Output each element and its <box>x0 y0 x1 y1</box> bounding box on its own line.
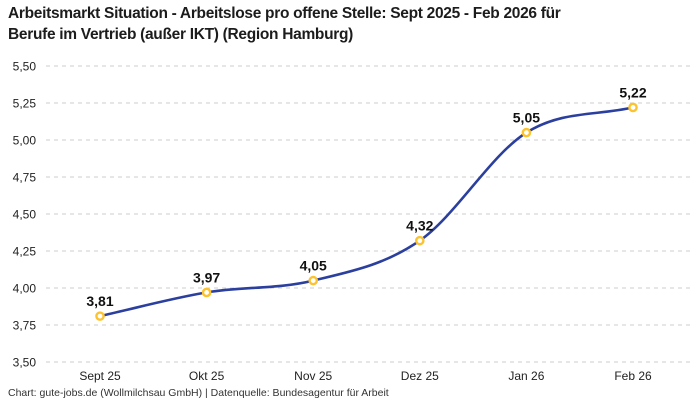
chart-title-line1: Arbeitsmarkt Situation - Arbeitslose pro… <box>8 5 561 22</box>
x-axis-tick-label: Dez 25 <box>401 369 439 383</box>
x-axis-tick-label: Feb 26 <box>614 369 652 383</box>
data-point-marker <box>521 127 532 138</box>
chart-title: Arbeitsmarkt Situation - Arbeitslose pro… <box>8 3 680 45</box>
y-axis-tick-label: 3,50 <box>13 356 37 370</box>
y-axis-tick-label: 5,25 <box>13 97 37 111</box>
data-point-marker <box>414 235 425 246</box>
data-point-marker <box>308 275 319 286</box>
chart-title-line2: Berufe im Vertrieb (außer IKT) (Region H… <box>8 26 354 43</box>
data-point-label: 3,81 <box>86 293 113 309</box>
x-axis-tick-label: Sept 25 <box>79 369 121 383</box>
y-axis-tick-label: 4,25 <box>13 245 37 259</box>
y-axis-tick-label: 4,00 <box>13 282 37 296</box>
data-point-label: 5,05 <box>513 110 540 126</box>
chart-credit: Chart: gute-jobs.de (Wollmilchsau GmbH) … <box>8 387 389 399</box>
y-axis-tick-label: 5,00 <box>13 134 37 148</box>
data-point-marker <box>201 287 212 298</box>
y-axis-tick-label: 3,75 <box>13 319 37 333</box>
x-axis-tick-label: Okt 25 <box>189 369 225 383</box>
data-point-label: 3,97 <box>193 269 220 285</box>
data-point-label: 4,32 <box>406 218 433 234</box>
y-axis-tick-label: 5,50 <box>13 60 37 74</box>
data-point-marker <box>628 102 638 113</box>
y-axis-tick-label: 4,50 <box>13 208 37 222</box>
y-axis-tick-label: 4,75 <box>13 171 37 185</box>
data-series-line <box>98 106 635 318</box>
x-axis-tick-label: Jan 26 <box>508 369 544 383</box>
data-point-marker <box>95 311 105 321</box>
data-point-label: 4,05 <box>300 258 327 274</box>
data-point-label: 5,22 <box>619 84 646 100</box>
x-axis-tick-label: Nov 25 <box>294 369 332 383</box>
